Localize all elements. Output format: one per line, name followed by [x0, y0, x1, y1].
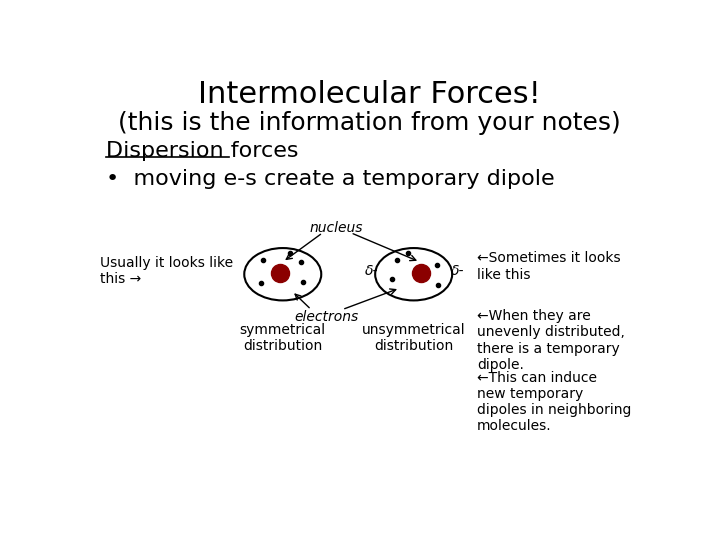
Text: electrons: electrons	[294, 310, 359, 325]
Text: (this is the information from your notes): (this is the information from your notes…	[117, 111, 621, 134]
Ellipse shape	[244, 248, 321, 300]
Text: ←Sometimes it looks
like this: ←Sometimes it looks like this	[477, 252, 621, 282]
Text: Dispersion forces: Dispersion forces	[106, 141, 298, 161]
Text: δ-: δ-	[364, 264, 378, 278]
Text: nucleus: nucleus	[310, 221, 364, 235]
Text: ←This can induce
new temporary
dipoles in neighboring
molecules.: ←This can induce new temporary dipoles i…	[477, 371, 631, 434]
Text: δ-: δ-	[451, 264, 464, 278]
Text: •  moving e-s create a temporary dipole: • moving e-s create a temporary dipole	[106, 169, 554, 189]
Text: symmetrical
distribution: symmetrical distribution	[240, 323, 326, 353]
Text: Usually it looks like
this →: Usually it looks like this →	[99, 256, 233, 286]
Ellipse shape	[375, 248, 452, 300]
Text: ←When they are
unevenly distributed,
there is a temporary
dipole.: ←When they are unevenly distributed, the…	[477, 309, 625, 372]
Text: unsymmetrical
distribution: unsymmetrical distribution	[362, 323, 465, 353]
Text: Intermolecular Forces!: Intermolecular Forces!	[197, 79, 541, 109]
